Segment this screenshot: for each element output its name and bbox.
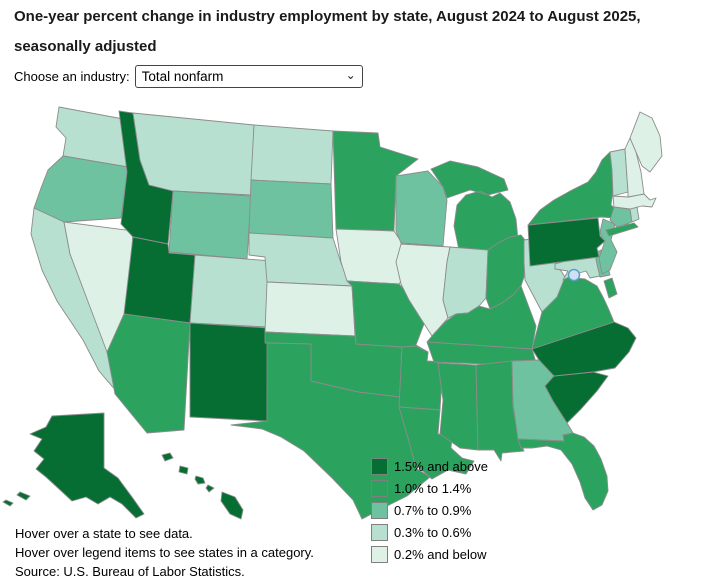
legend-label: 0.3% to 0.6%	[394, 525, 472, 540]
state-ms[interactable]	[437, 362, 479, 451]
state-nd[interactable]	[250, 124, 334, 185]
state-ma[interactable]	[612, 193, 657, 210]
legend-item-1-5-and-above[interactable]: 1.5% and above	[371, 458, 488, 475]
state-nc[interactable]	[531, 321, 637, 377]
state-wy[interactable]	[168, 190, 252, 260]
state-ri[interactable]	[629, 206, 640, 223]
legend-swatch	[371, 524, 388, 541]
legend-item-0-2-and-below[interactable]: 0.2% and below	[371, 546, 488, 563]
state-fl[interactable]	[517, 432, 609, 511]
footer-notes: Hover over a state to see data. Hover ov…	[15, 524, 314, 581]
dc-marker[interactable]	[567, 268, 581, 282]
hover-note-1: Hover over a state to see data.	[15, 526, 193, 541]
state-nm[interactable]	[189, 322, 269, 422]
state-tx[interactable]	[230, 342, 431, 520]
state-mt[interactable]	[132, 112, 255, 196]
source-note: Source: U.S. Bureau of Labor Statistics.	[15, 564, 245, 579]
state-az[interactable]	[106, 313, 191, 434]
state-nj[interactable]	[598, 218, 618, 275]
legend-label: 0.7% to 0.9%	[394, 503, 472, 518]
state-sc[interactable]	[544, 371, 609, 424]
state-ak[interactable]	[2, 412, 145, 519]
legend-swatch	[371, 546, 388, 563]
states-group	[2, 106, 663, 520]
page-title: One-year percent change in industry empl…	[14, 8, 641, 55]
state-or[interactable]	[33, 155, 129, 223]
legend-swatch	[371, 502, 388, 519]
state-pa[interactable]	[527, 217, 606, 267]
industry-control: Choose an industry: Total nonfarm ⌄	[14, 64, 363, 88]
state-sd[interactable]	[248, 179, 334, 239]
legend-label: 1.5% and above	[394, 459, 488, 474]
map-legend: 1.5% and above 1.0% to 1.4% 0.7% to 0.9%…	[371, 458, 488, 568]
legend-label: 0.2% and below	[394, 547, 487, 562]
legend-item-0-7-to-0-9[interactable]: 0.7% to 0.9%	[371, 502, 488, 519]
legend-swatch	[371, 458, 388, 475]
state-co[interactable]	[189, 254, 273, 328]
state-la[interactable]	[398, 406, 475, 480]
legend-item-0-3-to-0-6[interactable]: 0.3% to 0.6%	[371, 524, 488, 541]
state-hi[interactable]	[161, 452, 244, 520]
legend-swatch	[371, 480, 388, 497]
industry-select[interactable]: Total nonfarm	[134, 64, 363, 88]
state-wi[interactable]	[395, 170, 448, 247]
legend-label: 1.0% to 1.4%	[394, 481, 472, 496]
state-ks[interactable]	[264, 281, 356, 337]
hover-note-2: Hover over legend items to see states in…	[15, 545, 314, 560]
state-me[interactable]	[629, 111, 663, 173]
state-vt[interactable]	[609, 148, 629, 197]
legend-item-1-0-to-1-4[interactable]: 1.0% to 1.4%	[371, 480, 488, 497]
industry-select-label: Choose an industry:	[14, 68, 130, 84]
